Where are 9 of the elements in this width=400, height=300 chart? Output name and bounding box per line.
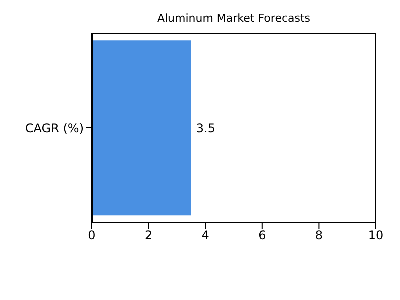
x-tick-label: 6 [258, 228, 266, 243]
chart-title: Aluminum Market Forecasts [156, 12, 312, 25]
y-tick-label: CAGR (%) [25, 121, 84, 136]
data-label: 3.5 [196, 121, 216, 136]
x-tick-label: 4 [202, 228, 210, 243]
x-tick-label: 10 [368, 228, 384, 243]
x-tick-label: 0 [88, 228, 96, 243]
x-tick-label: 2 [144, 228, 153, 243]
x-tick-label: 8 [315, 228, 324, 243]
